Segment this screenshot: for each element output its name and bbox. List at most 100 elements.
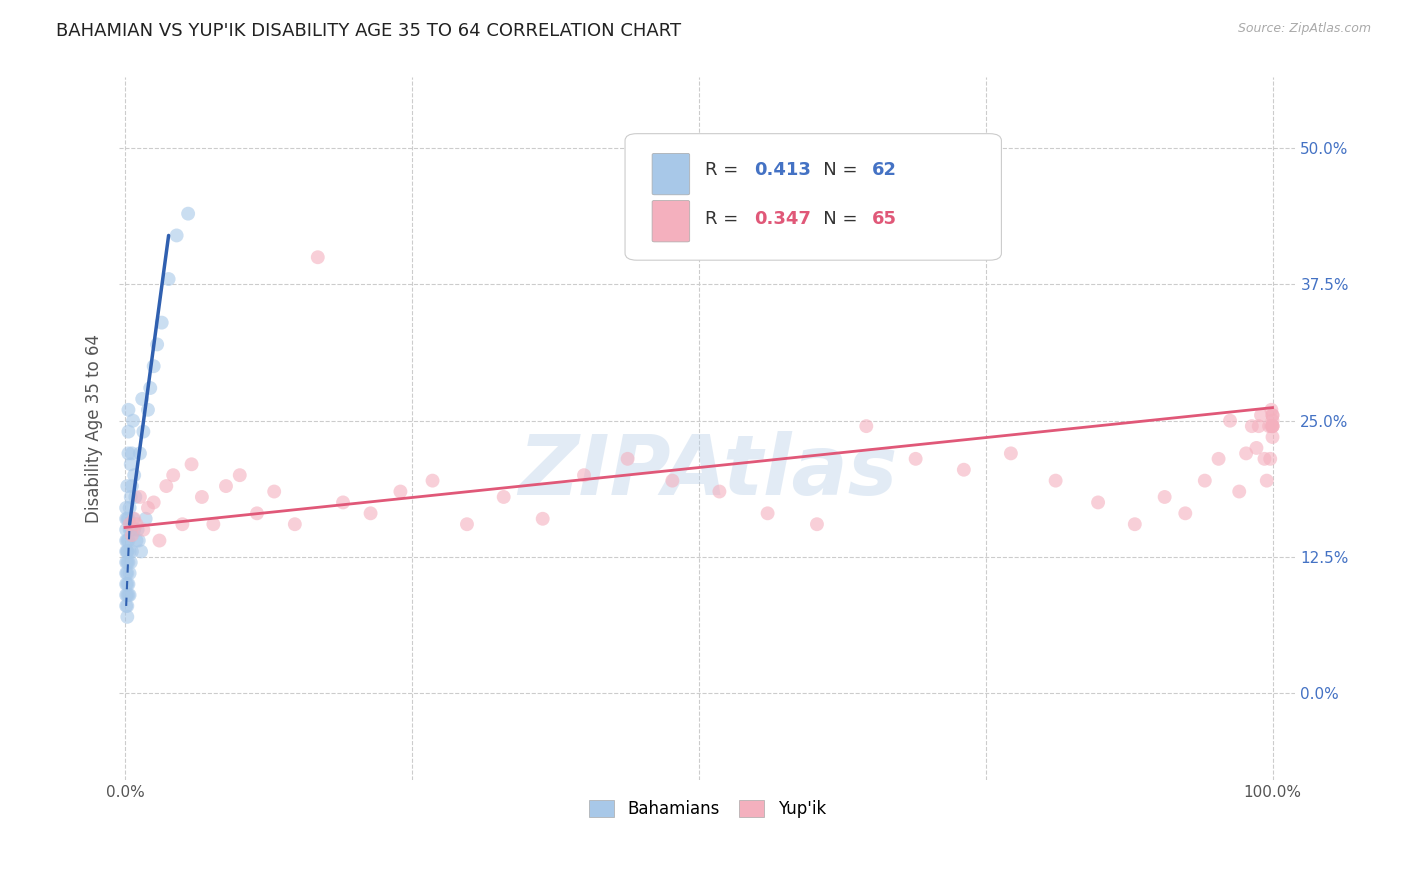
Point	[1261, 409, 1284, 423]
Point	[616, 451, 638, 466]
Point	[136, 402, 159, 417]
Point	[120, 555, 142, 569]
Point	[128, 533, 150, 548]
Text: BAHAMIAN VS YUP'IK DISABILITY AGE 35 TO 64 CORRELATION CHART: BAHAMIAN VS YUP'IK DISABILITY AGE 35 TO …	[56, 22, 682, 40]
Point	[117, 425, 139, 439]
Point	[115, 566, 138, 581]
Point	[1258, 451, 1281, 466]
Point	[215, 479, 238, 493]
Point	[139, 381, 162, 395]
Point	[129, 490, 152, 504]
Point	[120, 523, 142, 537]
Point	[121, 446, 143, 460]
Point	[117, 544, 139, 558]
Point	[117, 555, 139, 569]
Point	[572, 468, 595, 483]
Point	[1123, 517, 1146, 532]
Point	[118, 523, 141, 537]
Point	[1260, 402, 1282, 417]
Point	[166, 228, 188, 243]
Point	[1260, 419, 1282, 434]
Point	[136, 500, 159, 515]
Point	[1250, 409, 1272, 423]
Point	[135, 512, 157, 526]
Point	[129, 544, 152, 558]
Point	[122, 512, 145, 526]
Point	[202, 517, 225, 532]
Point	[125, 533, 148, 548]
Point	[1261, 419, 1284, 434]
Point	[148, 533, 170, 548]
Point	[117, 402, 139, 417]
Point	[177, 207, 200, 221]
Point	[129, 446, 152, 460]
Text: 0.347: 0.347	[755, 211, 811, 228]
Point	[117, 533, 139, 548]
Point	[531, 512, 554, 526]
Point	[1045, 474, 1067, 488]
Text: ZIPAtlas: ZIPAtlas	[517, 431, 897, 511]
Text: R =: R =	[704, 211, 744, 228]
Point	[118, 566, 141, 581]
Point	[131, 392, 153, 406]
Point	[1258, 419, 1281, 434]
Point	[117, 599, 139, 613]
Point	[120, 457, 142, 471]
Point	[756, 506, 779, 520]
Point	[155, 479, 177, 493]
Point	[157, 272, 180, 286]
Text: N =: N =	[806, 161, 863, 179]
Point	[661, 474, 683, 488]
Point	[122, 523, 145, 537]
Point	[115, 523, 138, 537]
Point	[117, 446, 139, 460]
Text: Source: ZipAtlas.com: Source: ZipAtlas.com	[1237, 22, 1371, 36]
Point	[307, 250, 329, 264]
Point	[709, 484, 731, 499]
Point	[117, 544, 139, 558]
Point	[121, 479, 143, 493]
Point	[117, 566, 139, 581]
Point	[146, 337, 169, 351]
Text: 65: 65	[872, 211, 897, 228]
Point	[389, 484, 412, 499]
Point	[180, 457, 202, 471]
Point	[115, 577, 138, 591]
Point	[332, 495, 354, 509]
Point	[360, 506, 382, 520]
Point	[855, 419, 877, 434]
Point	[1240, 419, 1263, 434]
Text: N =: N =	[806, 211, 863, 228]
Point	[1261, 419, 1284, 434]
Point	[904, 451, 927, 466]
Point	[120, 490, 142, 504]
Point	[1253, 451, 1275, 466]
Point	[142, 495, 165, 509]
Point	[1219, 414, 1241, 428]
Point	[115, 533, 138, 548]
Point	[1261, 430, 1284, 444]
Point	[118, 544, 141, 558]
Text: 62: 62	[872, 161, 897, 179]
Point	[124, 490, 146, 504]
Text: R =: R =	[704, 161, 744, 179]
Point	[115, 512, 138, 526]
Y-axis label: Disability Age 35 to 64: Disability Age 35 to 64	[86, 334, 103, 524]
Point	[1174, 506, 1197, 520]
Point	[122, 414, 145, 428]
Point	[263, 484, 285, 499]
Point	[1261, 419, 1284, 434]
FancyBboxPatch shape	[652, 153, 690, 194]
Point	[132, 425, 155, 439]
Legend: Bahamians, Yup'ik: Bahamians, Yup'ik	[582, 793, 832, 825]
Point	[117, 577, 139, 591]
Point	[122, 512, 145, 526]
Point	[1234, 446, 1257, 460]
Point	[1247, 419, 1270, 434]
Point	[118, 517, 141, 532]
Point	[172, 517, 194, 532]
Point	[125, 517, 148, 532]
Point	[492, 490, 515, 504]
Point	[118, 588, 141, 602]
Point	[117, 577, 139, 591]
